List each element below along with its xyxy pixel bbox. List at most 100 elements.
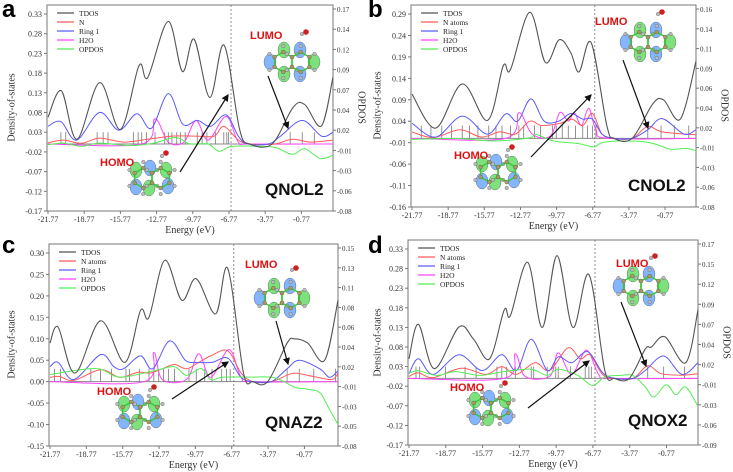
series-n-line <box>408 347 699 380</box>
y2-axis-label: OPDOS <box>718 89 730 122</box>
panel-d: 0.33 0.28 0.23 0.18 0.13 0.08 0.03 -0.02 -0.07 -0… <box>366 232 732 472</box>
hydrogen-atom <box>132 418 137 422</box>
hydrogen-atom <box>483 414 488 418</box>
y2-tick-label: 0.12 <box>337 46 350 54</box>
hydrogen-atom <box>487 186 492 190</box>
hydrogen-atom <box>298 44 303 48</box>
legend-label: N atoms <box>443 18 468 27</box>
hydrogen-atom <box>158 160 163 164</box>
y-tick-label: 0.10 <box>30 335 44 344</box>
atom <box>141 165 146 171</box>
atom <box>262 300 267 306</box>
x-tick-label: -3.77 <box>621 449 638 458</box>
atom <box>647 273 652 279</box>
series-h2o-line <box>411 107 697 141</box>
hydrogen-atom <box>616 292 621 296</box>
atom <box>504 159 509 165</box>
hydrogen-atom <box>172 168 177 172</box>
oxygen-atom <box>293 265 299 271</box>
atom <box>146 399 151 405</box>
hydrogen-atom <box>637 24 642 28</box>
atom <box>149 170 155 176</box>
hydrogen-atom <box>271 280 276 284</box>
dos-chart: 0.30 0.25 0.20 0.15 0.10 0.05 0.00 -0.05 -0.10 -0… <box>27 243 357 459</box>
atom <box>149 180 155 186</box>
atom <box>298 69 303 75</box>
atom <box>656 278 661 284</box>
atom <box>638 278 644 284</box>
panel-a: 0.33 0.28 0.23 0.18 0.13 0.08 0.03 -0.02 -0.07 -0… <box>0 0 367 236</box>
hydrogen-atom <box>483 398 488 402</box>
legend-label: Ring 1 <box>81 266 101 275</box>
y2-tick-label: -0.06 <box>337 188 352 196</box>
hydrogen-atom <box>127 184 132 188</box>
atom <box>132 180 137 186</box>
hydrogen-atom <box>656 12 660 16</box>
y2-tick-label: 0.17 <box>702 241 715 249</box>
oxygen-atom <box>509 144 515 150</box>
x-tick-label: -12.77 <box>149 450 170 459</box>
hydrogen-atom <box>654 56 659 60</box>
x-tick-label: -9.77 <box>184 215 201 224</box>
hydrogen-atom <box>647 268 652 272</box>
y-tick-label: -0.02 <box>25 148 42 157</box>
atom <box>654 49 659 55</box>
y2-tick-label: 0.16 <box>700 6 713 14</box>
y-tick-label: -0.17 <box>386 441 403 450</box>
hydrogen-atom <box>497 390 502 394</box>
hydrogen-atom <box>129 426 134 430</box>
hydrogen-atom <box>141 160 146 164</box>
x-tick-label: -6.77 <box>223 450 240 459</box>
atom <box>621 278 626 284</box>
hydrogen-atom <box>257 304 262 308</box>
lumo-label: LUMO <box>250 30 283 42</box>
x-tick-label: -3.77 <box>260 450 277 459</box>
hydrogen-atom <box>271 312 276 316</box>
atom <box>120 404 125 410</box>
y2-tick-label: 0.07 <box>337 87 350 95</box>
y2-tick-label: 0.17 <box>337 6 350 14</box>
lumo-arrow <box>620 301 648 368</box>
x-tick-label: -12.77 <box>510 211 531 220</box>
hydrogen-atom <box>312 68 317 72</box>
series-ring-line <box>47 93 334 146</box>
legend-label: TDOS <box>81 248 101 257</box>
compound-name: QNOX2 <box>628 411 688 430</box>
x-tick-label: -15.77 <box>110 215 131 224</box>
legend-label: TDOS <box>443 9 463 18</box>
atom <box>480 415 485 421</box>
y-tick-label: 0.33 <box>389 245 403 254</box>
x-tick-label: -12.77 <box>146 215 167 224</box>
y-tick-label: 0.05 <box>30 356 44 365</box>
hydrogen-atom <box>637 56 642 60</box>
hydrogen-atom <box>668 48 673 52</box>
hydrogen-atom <box>499 384 503 388</box>
hydrogen-atom <box>623 48 628 52</box>
lumo-label: LUMO <box>245 259 278 271</box>
atom <box>504 179 509 185</box>
hydrogen-atom <box>473 178 478 182</box>
atom <box>628 44 633 50</box>
x-tick-label: -12.77 <box>509 449 530 458</box>
atom <box>281 49 286 55</box>
atom <box>307 54 312 60</box>
orbital-lobe <box>498 391 512 409</box>
orbital-lobe <box>147 395 161 413</box>
x-tick-label: -0.77 <box>658 449 675 458</box>
legend-label: Ring 1 <box>443 27 463 36</box>
homo-arrow <box>179 93 229 173</box>
y2-tick-label: -0.03 <box>700 164 715 172</box>
atom <box>141 185 146 191</box>
atom <box>488 410 494 416</box>
plot-frame <box>46 4 334 212</box>
y-tick-label: 0.09 <box>392 96 406 105</box>
y-tick-label: 0.13 <box>389 323 403 332</box>
hydrogen-atom <box>127 168 132 172</box>
atom <box>297 290 302 296</box>
y-tick-label: 0.15 <box>30 313 44 322</box>
hydrogen-atom <box>288 280 293 284</box>
hydrogen-atom <box>518 178 523 182</box>
y2-tick-label: 0.02 <box>337 127 350 135</box>
homo-arrow <box>171 361 230 400</box>
homo-label: HOMO <box>100 157 135 169</box>
